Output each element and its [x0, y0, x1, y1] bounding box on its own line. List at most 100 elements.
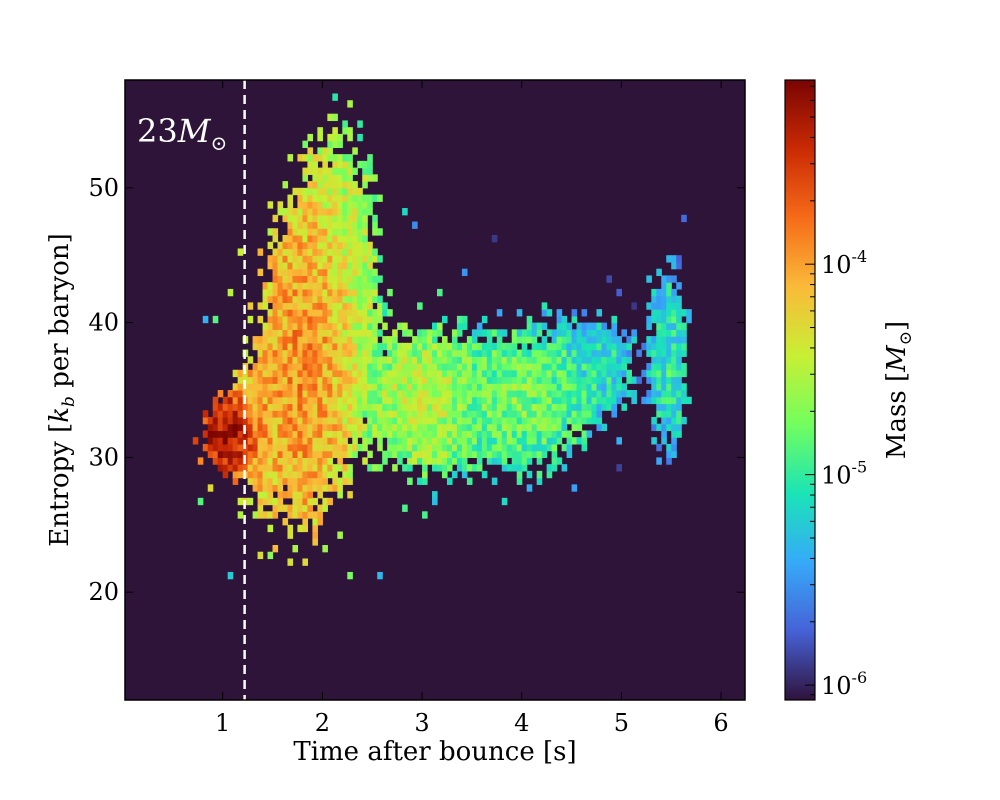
heatmap-cell	[307, 369, 313, 378]
heatmap-cell	[461, 369, 468, 378]
heatmap-cell	[292, 342, 299, 351]
heatmap-cell	[621, 403, 627, 411]
heatmap-cell	[252, 416, 259, 425]
heatmap-cell	[307, 437, 313, 445]
heatmap-cell	[307, 221, 313, 229]
heatmap-cell	[461, 349, 468, 357]
heatmap-cell	[307, 302, 313, 310]
heatmap-cell	[456, 329, 463, 337]
heatmap-cell	[322, 403, 328, 411]
heatmap-cell	[357, 228, 363, 236]
heatmap-cell	[222, 403, 229, 411]
heatmap-cell	[317, 349, 323, 357]
heatmap-cell	[471, 349, 478, 357]
heatmap-cell	[282, 261, 289, 270]
heatmap-cell	[511, 443, 518, 452]
heatmap-cell	[656, 457, 662, 465]
heatmap-cell	[327, 309, 333, 317]
heatmap-cell	[626, 390, 632, 398]
heatmap-cell	[342, 356, 348, 364]
heatmap-cell	[312, 403, 318, 411]
heatmap-cell	[546, 470, 553, 479]
heatmap-cell	[486, 329, 493, 337]
heatmap-cell	[277, 369, 284, 378]
heatmap-cell	[292, 477, 299, 485]
heatmap-cell	[292, 376, 299, 384]
heatmap-cell	[212, 443, 219, 452]
heatmap-cell	[272, 235, 279, 243]
heatmap-cell	[427, 450, 433, 458]
heatmap-cell	[516, 410, 523, 418]
heatmap-cell	[377, 349, 383, 357]
heatmap-cell	[651, 376, 657, 384]
heatmap-cell	[302, 524, 309, 533]
heatmap-cell	[377, 423, 383, 432]
heatmap-cell	[332, 248, 338, 256]
heatmap-cell	[332, 201, 338, 209]
heatmap-cell	[332, 113, 338, 122]
heatmap-cell	[277, 450, 284, 458]
heatmap-cell	[571, 437, 578, 445]
heatmap-cell	[297, 235, 304, 243]
heatmap-cell	[546, 437, 553, 445]
heatmap-cell	[661, 423, 667, 432]
heatmap-cell	[676, 309, 682, 317]
heatmap-cell	[247, 497, 254, 506]
heatmap-cell	[496, 450, 503, 458]
heatmap-cell	[456, 437, 463, 445]
heatmap-cell	[307, 288, 313, 297]
heatmap-cell	[317, 363, 323, 371]
heatmap-cell	[461, 315, 468, 324]
heatmap-cell	[292, 221, 299, 229]
heatmap-cell	[367, 322, 373, 330]
heatmap-cell	[491, 410, 498, 418]
heatmap-cell	[297, 255, 304, 263]
heatmap-cell	[486, 450, 493, 458]
heatmap-cell	[277, 282, 284, 290]
heatmap-cell	[451, 376, 458, 384]
heatmap-cell	[322, 221, 328, 229]
heatmap-cell	[247, 376, 254, 384]
heatmap-cell	[367, 241, 373, 250]
heatmap-cell	[362, 214, 368, 223]
heatmap-cell	[352, 295, 358, 303]
heatmap-cell	[417, 457, 423, 465]
heatmap-cell	[257, 470, 264, 479]
heatmap-cell	[287, 416, 294, 425]
heatmap-cell	[571, 356, 578, 364]
heatmap-cell	[227, 437, 234, 445]
heatmap-cell	[606, 342, 613, 351]
heatmap-cell	[651, 315, 657, 324]
heatmap-cell	[282, 477, 289, 485]
heatmap-cell	[302, 336, 309, 344]
heatmap-cell	[372, 342, 378, 351]
heatmap-cell	[267, 201, 274, 209]
heatmap-cell	[282, 470, 289, 479]
heatmap-cell	[596, 416, 603, 425]
heatmap-cell	[337, 416, 343, 425]
heatmap-cell	[272, 322, 279, 330]
heatmap-cell	[646, 396, 652, 405]
heatmap-cell	[302, 437, 309, 445]
heatmap-cell	[412, 356, 418, 364]
heatmap-cell	[576, 322, 583, 330]
heatmap-cell	[681, 383, 687, 391]
heatmap-cell	[656, 288, 662, 297]
heatmap-cell	[372, 416, 378, 425]
heatmap-cell	[337, 174, 343, 182]
heatmap-cell	[656, 315, 662, 324]
heatmap-cell	[541, 376, 548, 384]
heatmap-cell	[252, 342, 259, 351]
heatmap-cell	[496, 403, 503, 411]
heatmap-cell	[631, 329, 637, 337]
heatmap-cell	[287, 154, 294, 162]
heatmap-cell	[516, 470, 523, 479]
x-tick-label: 1	[215, 709, 230, 737]
heatmap-cell	[267, 491, 274, 499]
heatmap-cell	[282, 315, 289, 324]
heatmap-cell	[322, 457, 328, 465]
heatmap-cell	[656, 396, 662, 405]
heatmap-cell	[461, 470, 468, 479]
heatmap-cell	[252, 403, 259, 411]
heatmap-cell	[277, 491, 284, 499]
